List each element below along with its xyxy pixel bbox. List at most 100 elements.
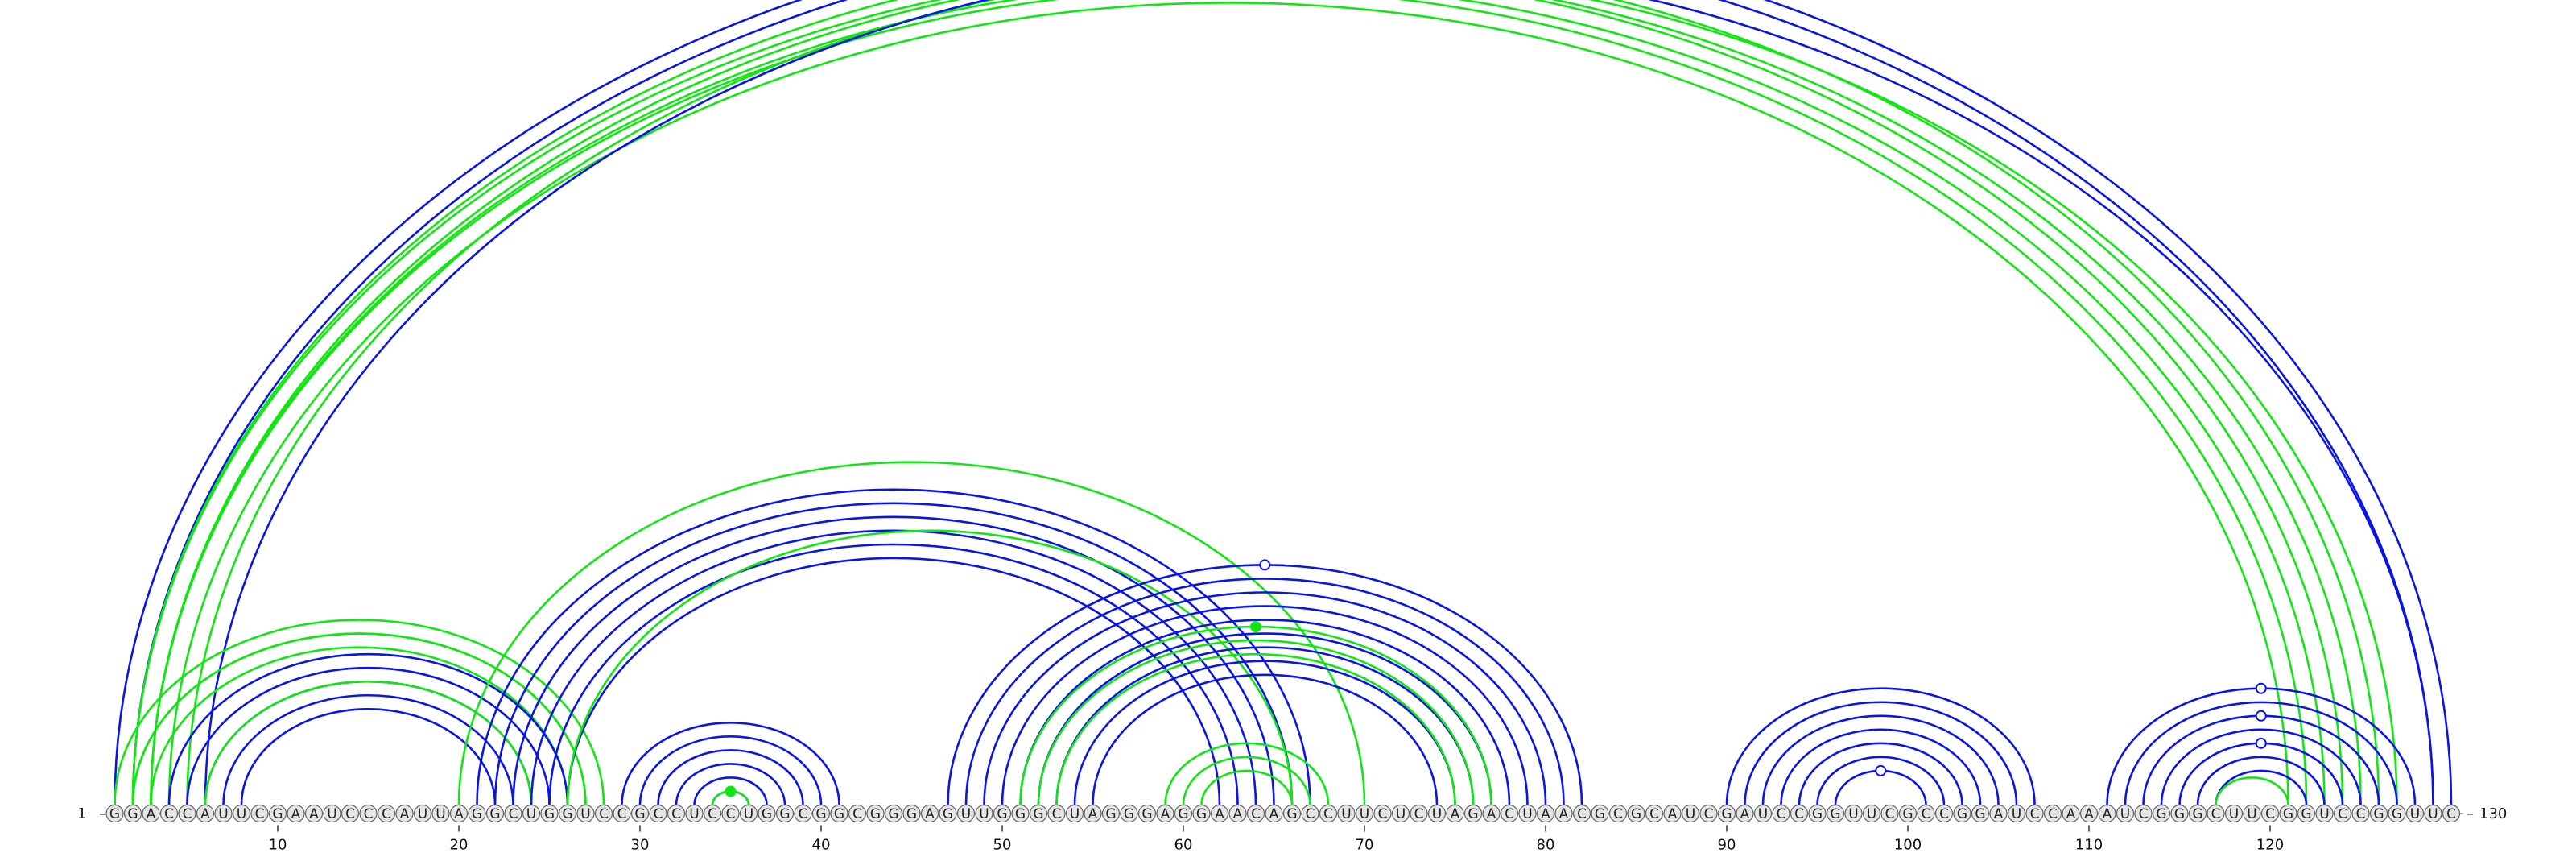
base-52: G	[1029, 804, 1048, 823]
base-letter: C	[852, 806, 862, 822]
base-letter: A	[2084, 806, 2094, 822]
pair-markers	[724, 559, 2267, 797]
base-66: G	[1282, 804, 1302, 823]
base-30: G	[630, 804, 650, 823]
pair-arc-green	[131, 0, 2344, 805]
base-circle	[2315, 804, 2334, 823]
base-18: U	[413, 804, 432, 823]
base-circle	[613, 804, 631, 823]
base-letter: G	[1286, 806, 1297, 822]
base-circle	[1174, 804, 1193, 823]
pair-arc-blue	[1816, 756, 1946, 805]
base-letter: U	[2120, 806, 2130, 822]
base-14: C	[341, 804, 360, 823]
base-circle	[2134, 804, 2153, 823]
base-letter: U	[237, 806, 246, 822]
base-116: G	[2188, 804, 2207, 823]
base-letter: A	[147, 806, 156, 822]
base-69: U	[1337, 804, 1356, 823]
base-letter: U	[2428, 806, 2438, 822]
base-letter: C	[382, 806, 391, 822]
base-circle	[1989, 804, 2008, 823]
base-35: C	[721, 804, 740, 823]
pair-arc-green	[1164, 742, 1330, 805]
pair-arc-blue	[964, 578, 1565, 805]
base-36: U	[739, 804, 758, 823]
base-circle	[1934, 804, 1954, 823]
pair-arc-green	[2215, 776, 2289, 805]
pair-arc-blue	[1725, 687, 2036, 805]
base-circle	[1355, 804, 1374, 823]
base-circle	[1410, 804, 1428, 823]
base-letter: C	[509, 806, 518, 822]
base-125: C	[2351, 804, 2370, 823]
base-59: A	[1156, 804, 1174, 823]
base-circle	[811, 804, 831, 823]
base-97: U	[1844, 804, 1863, 823]
pair-marker	[2255, 710, 2267, 722]
base-circle	[1446, 804, 1464, 823]
base-letter: U	[436, 806, 445, 822]
base-letter: C	[599, 806, 609, 822]
base-circle	[1808, 804, 1827, 823]
base-circle	[1011, 804, 1030, 823]
base-93: C	[1772, 804, 1790, 823]
base-46: A	[920, 804, 939, 823]
base-circle	[431, 804, 450, 823]
base-37: G	[758, 804, 776, 823]
base-letter: G	[1957, 806, 1967, 822]
base-circle	[2188, 804, 2207, 823]
base-circle	[304, 804, 324, 823]
tick-label: 20	[450, 837, 469, 854]
pair-marker	[2255, 682, 2267, 694]
base-27: U	[576, 804, 595, 823]
base-letter: C	[799, 806, 808, 822]
base-letter: G	[815, 806, 826, 822]
base-circle	[1971, 804, 1990, 823]
base-108: C	[2043, 804, 2062, 823]
base-119: U	[2243, 804, 2261, 823]
base-circle	[1084, 804, 1102, 823]
base-letter: U	[526, 806, 536, 822]
base-letter: G	[762, 806, 772, 822]
base-circle	[1427, 804, 1447, 823]
base-112: U	[2116, 804, 2135, 823]
start-dash: –	[99, 805, 106, 822]
pair-arc-blue	[2124, 701, 2398, 805]
base-circle	[794, 804, 812, 823]
base-circle	[522, 804, 541, 823]
base-letter: A	[291, 806, 301, 822]
base-letter: A	[2103, 806, 2112, 822]
base-letter: U	[961, 806, 971, 822]
base-letter: C	[183, 806, 192, 822]
pair-arc-blue	[204, 680, 533, 805]
pair-marker	[2255, 737, 2267, 749]
tick-label: 70	[1356, 837, 1374, 854]
base-circle	[1065, 804, 1084, 823]
pair-arc-green	[131, 632, 587, 805]
base-23: C	[504, 804, 522, 823]
base-letter: G	[562, 806, 572, 822]
base-circle	[1699, 804, 1718, 823]
base-circle	[2279, 804, 2297, 823]
base-circle	[1192, 804, 1211, 823]
base-72: U	[1391, 804, 1410, 823]
base-letter: C	[1052, 806, 1062, 822]
base-circle	[2297, 804, 2316, 823]
base-79: U	[1518, 804, 1537, 823]
base-circle	[2388, 804, 2406, 823]
base-39: C	[794, 804, 812, 823]
pair-arc-blue	[621, 722, 840, 805]
base-letter: G	[1902, 806, 1913, 822]
base-circle	[2224, 804, 2244, 823]
base-letter: G	[1830, 806, 1840, 822]
pair-arc-blue	[548, 543, 1239, 805]
base-letter: C	[726, 806, 736, 822]
base-circle	[159, 804, 179, 823]
base-83: G	[1591, 804, 1609, 823]
end-position-label: 130	[2479, 805, 2507, 822]
base-letter: C	[1885, 806, 1895, 822]
base-89: C	[1699, 804, 1718, 823]
pair-arc-green	[1200, 769, 1294, 805]
base-letter: U	[979, 806, 989, 822]
